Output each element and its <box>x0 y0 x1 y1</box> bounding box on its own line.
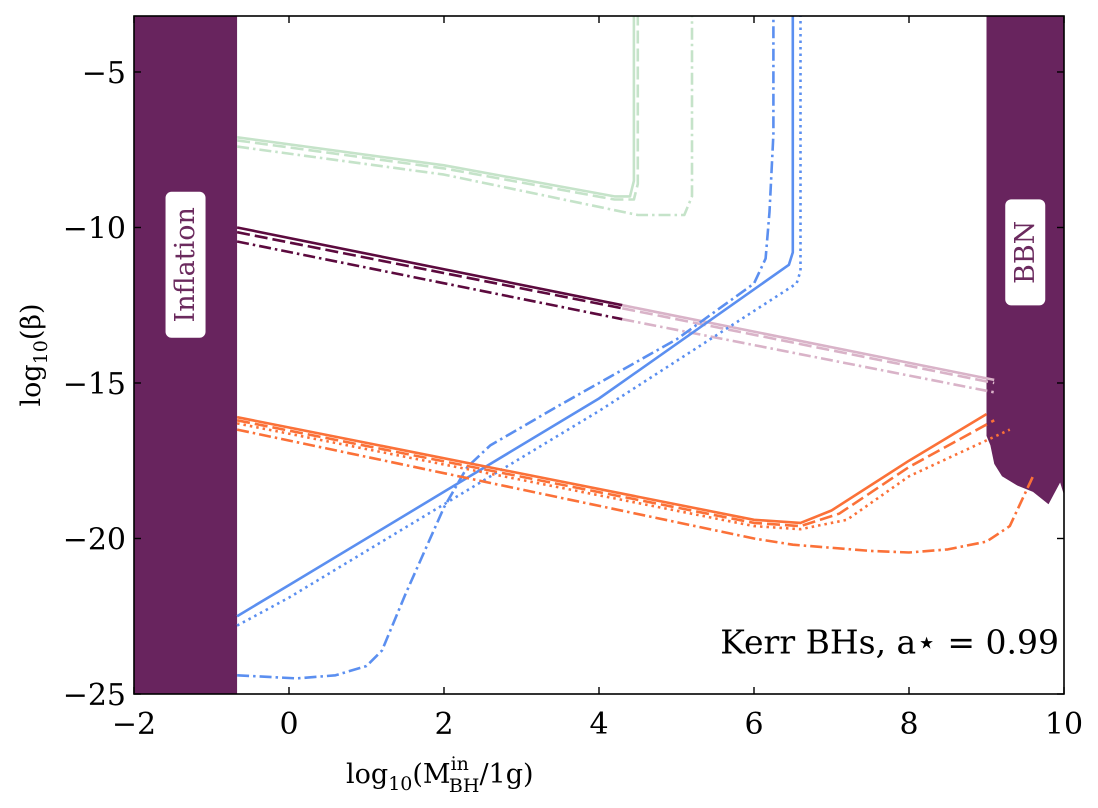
series-blue-dashdot-line <box>237 16 775 680</box>
inflation-label: Inflation <box>170 207 201 322</box>
y-tick-label: −15 <box>63 367 126 402</box>
x-tick-label: −2 <box>112 707 156 742</box>
series-green-solid-line <box>236 16 636 198</box>
x-tick-label: 10 <box>1045 707 1083 742</box>
x-tick-label: 2 <box>434 707 453 742</box>
x-tick-label: 6 <box>744 707 763 742</box>
series-orange-solid-line <box>236 412 988 525</box>
series-purple-faint-dashdot-line <box>622 317 995 394</box>
x-tick-label: 8 <box>899 707 918 742</box>
axis-ticks: −2 0 2 4 6 8 10−5−10−15−20−25 <box>63 16 1083 742</box>
y-tick-label: −5 <box>82 56 126 91</box>
x-axis-label: log10(Min BH/1g) <box>346 753 534 797</box>
y-axis-label: log10(β) <box>16 303 52 406</box>
series-green-dashed-line <box>236 16 640 201</box>
series-purple-faint-dashed-line <box>622 307 995 385</box>
series-purple-solid-line <box>236 226 623 307</box>
series-orange-dashed-line <box>236 419 995 528</box>
series-blue-solid-line <box>236 16 795 618</box>
plot-frame <box>133 15 1065 695</box>
x-tick-label: 0 <box>279 707 298 742</box>
y-tick-label: −10 <box>63 211 126 246</box>
y-tick-label: −25 <box>63 678 126 713</box>
inflation-label-box <box>165 191 206 338</box>
y-tick-label: −20 <box>63 522 126 557</box>
region-labels: Inflation BBN <box>165 191 1046 338</box>
bbn-label-box <box>1005 199 1046 306</box>
excluded-regions <box>134 16 1064 694</box>
series-blue-dotted-line <box>236 16 802 627</box>
series-lines <box>236 16 1035 680</box>
series-orange-dotted-line <box>236 422 1011 531</box>
series-purple-dashdot-line <box>236 240 623 321</box>
series-orange-dashdot-line <box>236 428 1035 554</box>
series-purple-dashed-line <box>236 230 623 310</box>
annotation-text: Kerr BHs, a⋆ = 0.99 <box>720 623 1059 662</box>
x-tick-label: 4 <box>589 707 608 742</box>
bbn-label: BBN <box>1010 221 1041 284</box>
series-purple-faint-solid-line <box>622 303 995 382</box>
inflation-region <box>134 16 238 694</box>
series-green-dashdot-line <box>236 16 694 217</box>
